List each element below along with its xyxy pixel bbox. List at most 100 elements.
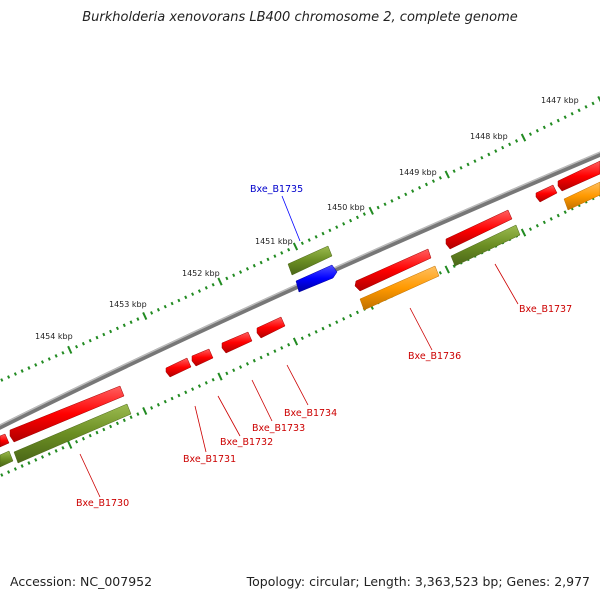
leader-bxe-b1735 — [281, 195, 301, 242]
gene-label-bxe-b1735[interactable]: Bxe_B1735 — [250, 184, 303, 195]
outer-ring-tick — [342, 222, 346, 226]
cds-arrow-bxe-b1735[interactable] — [295, 264, 338, 293]
kbp-label-1449: 1449 kbp — [399, 168, 437, 177]
gene-bar-right[interactable] — [563, 181, 600, 211]
inner-ring-tick — [136, 412, 140, 416]
outer-ring-tick — [487, 152, 491, 157]
feature-bxe-b1734[interactable] — [256, 316, 286, 339]
outer-ring-tick — [95, 335, 99, 340]
outer-ring-tick — [444, 170, 450, 179]
outer-ring-tick — [292, 242, 299, 251]
outer-ring-tick — [362, 212, 366, 216]
outer-ring-tick — [514, 139, 519, 143]
gene-label-bxe-b1731[interactable]: Bxe_B1731 — [183, 454, 236, 465]
inner-ring-tick — [54, 449, 58, 453]
inner-ring-tick — [27, 461, 31, 465]
outer-ring-tick — [252, 263, 256, 268]
outer-ring-tick — [238, 270, 243, 274]
kbp-label-1454: 1454 kbp — [35, 332, 73, 341]
outer-ring-tick — [473, 159, 477, 163]
outer-ring-tick — [217, 277, 223, 286]
inner-ring-tick — [300, 336, 304, 341]
gene-label-bxe-b1734[interactable]: Bxe_B1734 — [284, 408, 337, 419]
inner-ring-tick — [292, 337, 299, 346]
label-leaders — [79, 195, 519, 498]
cds-arrow-bxe-b1732[interactable] — [191, 348, 214, 367]
feature-partial-left[interactable] — [0, 433, 14, 468]
feature-bxe-b1735[interactable] — [287, 245, 338, 293]
outer-ring-tick — [232, 273, 236, 278]
inner-ring-tick — [61, 446, 65, 450]
cds-arrow-bxe-b1736[interactable] — [354, 248, 432, 292]
gene-labels: Bxe_B1735 Bxe_B1737 Bxe_B1736 Bxe_B1734 … — [76, 184, 572, 509]
inner-ring-tick — [520, 228, 527, 237]
feature-bxe-b1737[interactable] — [445, 209, 521, 267]
inner-ring-tick — [335, 320, 339, 324]
feature-bxe-b1732[interactable] — [191, 348, 214, 367]
outer-ring-tick — [508, 142, 512, 147]
outer-ring-tick — [61, 351, 65, 355]
outer-ring-tick — [404, 192, 408, 197]
outer-ring-tick — [177, 298, 181, 303]
outer-ring-tick — [115, 326, 120, 331]
gene-label-bxe-b1737[interactable]: Bxe_B1737 — [519, 304, 572, 315]
gene-label-bxe-b1730[interactable]: Bxe_B1730 — [76, 498, 129, 509]
inner-ring-tick — [109, 424, 113, 429]
inner-ring-tick — [184, 390, 188, 395]
cds-arrow-left[interactable] — [0, 433, 10, 448]
outer-ring-tick — [163, 304, 167, 309]
inner-ring-tick — [535, 223, 539, 228]
leader-bxe-b1733 — [251, 379, 273, 422]
outer-ring-tick — [47, 357, 51, 361]
cds-arrow-right-2[interactable] — [557, 160, 600, 192]
cds-arrow-bxe-b1734[interactable] — [256, 316, 286, 339]
inner-ring-tick — [238, 365, 243, 369]
feature-bxe-b1731[interactable] — [165, 357, 192, 378]
outer-ring-tick — [390, 199, 394, 203]
feature-bxe-b1730[interactable] — [9, 385, 132, 464]
gene-label-bxe-b1733[interactable]: Bxe_B1733 — [252, 423, 305, 434]
inner-ring-tick — [328, 323, 332, 328]
outer-ring-tick — [197, 289, 202, 293]
outer-ring-tick — [307, 238, 311, 242]
feature-bxe-b1736[interactable] — [354, 248, 440, 311]
inner-ring-tick — [348, 313, 353, 318]
outer-ring-tick — [355, 215, 360, 220]
feature-partial-right[interactable] — [535, 160, 600, 211]
outer-ring-tick — [417, 185, 422, 190]
outer-ring-tick — [0, 378, 4, 382]
inner-ring-tick — [177, 393, 181, 398]
inner-ring-tick — [211, 377, 215, 382]
inner-ring-tick — [40, 455, 45, 459]
cds-arrow-bxe-b1730[interactable] — [9, 385, 125, 443]
gene-label-bxe-b1736[interactable]: Bxe_B1736 — [408, 351, 461, 362]
cds-arrow-bxe-b1731[interactable] — [165, 357, 192, 378]
outer-ring-tick — [81, 341, 85, 346]
genome-backbone — [0, 151, 600, 430]
outer-ring-tick — [424, 182, 429, 187]
gene-bar-bxe-b1737[interactable] — [450, 224, 521, 267]
inner-ring-tick — [170, 396, 174, 401]
inner-ring-tick — [142, 406, 148, 416]
feature-bxe-b1733[interactable] — [221, 331, 253, 354]
gene-bar-bxe-b1735[interactable] — [287, 245, 333, 276]
gene-bar-bxe-b1730[interactable] — [13, 403, 132, 464]
cds-arrow-right-1[interactable] — [535, 184, 558, 203]
genome-summary-text: Topology: circular; Length: 3,363,523 bp… — [246, 574, 590, 589]
cds-arrow-bxe-b1737[interactable] — [445, 209, 513, 250]
outer-ring-tick — [570, 111, 574, 116]
outer-ring-tick — [348, 218, 353, 223]
gene-bar-left[interactable] — [0, 450, 14, 468]
outer-ring-tick — [136, 317, 140, 321]
gene-label-bxe-b1732[interactable]: Bxe_B1732 — [220, 437, 273, 448]
inner-ring-tick — [556, 213, 560, 218]
gene-bar-bxe-b1736[interactable] — [359, 265, 440, 311]
cds-arrow-bxe-b1733[interactable] — [221, 331, 253, 354]
outer-ring-tick — [383, 202, 387, 207]
inner-ring-tick — [47, 452, 51, 456]
inner-ring-tick — [13, 467, 17, 471]
inner-ring-tick — [197, 384, 202, 388]
genome-backbone-highlight — [0, 151, 600, 426]
kbp-label-1447: 1447 kbp — [541, 96, 579, 105]
